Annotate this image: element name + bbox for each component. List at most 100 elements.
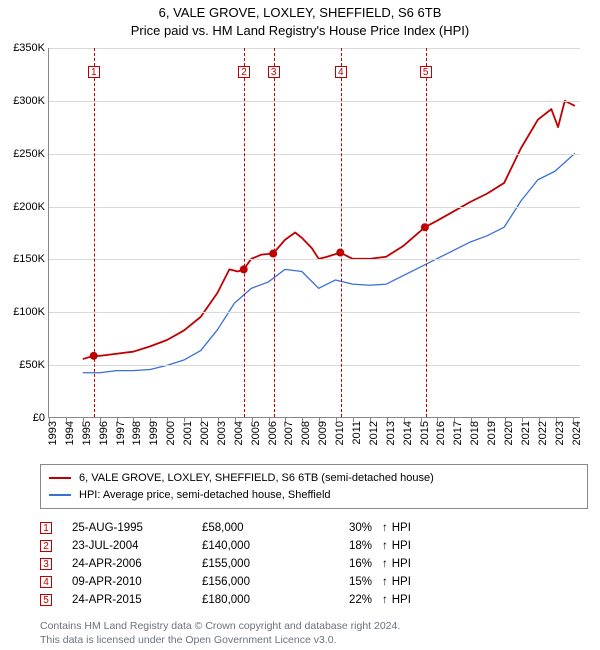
- transaction-row: 409-APR-2010£156,00015%↑HPI: [40, 573, 588, 591]
- legend-text: HPI: Average price, semi-detached house,…: [79, 487, 331, 504]
- title-line-1: 6, VALE GROVE, LOXLEY, SHEFFIELD, S6 6TB: [0, 4, 600, 22]
- x-axis-label: 2005: [250, 421, 262, 445]
- x-axis-label: 2020: [503, 421, 515, 445]
- x-axis-label: 2012: [368, 421, 380, 445]
- x-axis-label: 2017: [452, 421, 464, 445]
- y-axis-label: £350K: [13, 42, 49, 54]
- event-dashline: [341, 48, 342, 417]
- transaction-index: 4: [40, 576, 52, 588]
- transaction-arrow: ↑: [378, 540, 392, 552]
- transaction-date: 25-AUG-1995: [72, 522, 202, 534]
- transaction-pct: 15%: [322, 576, 378, 588]
- transaction-price: £180,000: [202, 594, 322, 606]
- y-axis-label: £50K: [19, 359, 49, 371]
- gridline: [49, 312, 580, 313]
- y-axis-label: £200K: [13, 201, 49, 213]
- x-axis-label: 2009: [317, 421, 329, 445]
- x-axis-label: 1996: [98, 421, 110, 445]
- x-axis-label: 2022: [537, 421, 549, 445]
- gridline: [49, 154, 580, 155]
- event-marker: 3: [268, 66, 280, 78]
- title-line-2: Price paid vs. HM Land Registry's House …: [0, 22, 600, 40]
- y-axis-label: £100K: [13, 306, 49, 318]
- series-line: [83, 153, 575, 372]
- x-axis-label: 2004: [233, 421, 245, 445]
- transaction-index: 1: [40, 522, 52, 534]
- event-marker: 2: [238, 66, 250, 78]
- legend-swatch: [49, 477, 71, 479]
- gridline: [49, 207, 580, 208]
- event-dashline: [94, 48, 95, 417]
- gridline: [49, 259, 580, 260]
- transaction-row: 2 23-JUL-2004£140,00018%↑HPI: [40, 537, 588, 555]
- transaction-pct: 22%: [322, 594, 378, 606]
- transaction-arrow: ↑: [378, 558, 392, 570]
- chart-svg: [49, 48, 580, 417]
- transaction-date: 09-APR-2010: [72, 576, 202, 588]
- transaction-price: £156,000: [202, 576, 322, 588]
- transaction-row: 524-APR-2015£180,00022%↑HPI: [40, 591, 588, 609]
- transaction-date: 23-JUL-2004: [72, 540, 202, 552]
- footer-line-2: This data is licensed under the Open Gov…: [40, 633, 588, 647]
- below-chart: 6, VALE GROVE, LOXLEY, SHEFFIELD, S6 6TB…: [40, 464, 588, 647]
- legend: 6, VALE GROVE, LOXLEY, SHEFFIELD, S6 6TB…: [40, 464, 588, 509]
- x-axis-label: 2018: [469, 421, 481, 445]
- transaction-price: £58,000: [202, 522, 322, 534]
- footer-line-1: Contains HM Land Registry data © Crown c…: [40, 619, 588, 633]
- event-marker: 1: [88, 66, 100, 78]
- transaction-vs: HPI: [392, 576, 411, 588]
- x-axis-label: 1994: [64, 421, 76, 445]
- page: 6, VALE GROVE, LOXLEY, SHEFFIELD, S6 6TB…: [0, 0, 600, 650]
- transaction-price: £155,000: [202, 558, 322, 570]
- transactions-table: 125-AUG-1995£58,00030%↑HPI223-JUL-2004£1…: [40, 519, 588, 609]
- transaction-pct: 18%: [322, 540, 378, 552]
- event-marker: 4: [335, 66, 347, 78]
- legend-swatch: [49, 494, 71, 496]
- transaction-row: 324-APR-2006£155,00016%↑HPI: [40, 555, 588, 573]
- transaction-arrow: ↑: [378, 522, 392, 534]
- x-axis-label: 1999: [148, 421, 160, 445]
- x-axis-label: 2008: [300, 421, 312, 445]
- transaction-date: 24-APR-2015: [72, 594, 202, 606]
- event-dashline: [274, 48, 275, 417]
- x-axis-label: 2001: [182, 421, 194, 445]
- transaction-index: 2: [40, 540, 52, 552]
- transaction-index: 5: [40, 594, 52, 606]
- series-line: [83, 101, 575, 359]
- chart-area: £0£50K£100K£150K£200K£250K£300K£350K1993…: [48, 48, 580, 418]
- gridline: [49, 101, 580, 102]
- x-axis-label: 1997: [115, 421, 127, 445]
- transaction-vs: HPI: [392, 594, 411, 606]
- x-axis-label: 2002: [199, 421, 211, 445]
- legend-row: 6, VALE GROVE, LOXLEY, SHEFFIELD, S6 6TB…: [49, 470, 579, 487]
- x-axis-label: 2006: [267, 421, 279, 445]
- x-axis-label: 2015: [419, 421, 431, 445]
- x-axis-label: 2021: [520, 421, 532, 445]
- transaction-row: 125-AUG-1995£58,00030%↑HPI: [40, 519, 588, 537]
- event-dashline: [244, 48, 245, 417]
- transaction-vs: HPI: [392, 558, 411, 570]
- transaction-date: 24-APR-2006: [72, 558, 202, 570]
- gridline: [49, 365, 580, 366]
- x-axis-label: 2013: [385, 421, 397, 445]
- legend-text: 6, VALE GROVE, LOXLEY, SHEFFIELD, S6 6TB…: [79, 470, 434, 487]
- plot-region: £0£50K£100K£150K£200K£250K£300K£350K1993…: [48, 48, 580, 418]
- y-axis-label: £150K: [13, 253, 49, 265]
- transaction-index: 3: [40, 558, 52, 570]
- x-axis-label: 2024: [571, 421, 583, 445]
- x-axis-label: 2016: [435, 421, 447, 445]
- x-axis-label: 1998: [131, 421, 143, 445]
- x-axis-label: 2010: [334, 421, 346, 445]
- x-axis-label: 2023: [554, 421, 566, 445]
- x-axis-label: 1993: [47, 421, 59, 445]
- x-axis-label: 2014: [402, 421, 414, 445]
- event-marker: 5: [420, 66, 432, 78]
- x-axis-label: 2007: [283, 421, 295, 445]
- x-axis-label: 2019: [486, 421, 498, 445]
- footer-attribution: Contains HM Land Registry data © Crown c…: [40, 619, 588, 647]
- y-axis-label: £300K: [13, 95, 49, 107]
- transaction-price: £140,000: [202, 540, 322, 552]
- transaction-pct: 30%: [322, 522, 378, 534]
- transaction-vs: HPI: [392, 540, 411, 552]
- gridline: [49, 48, 580, 49]
